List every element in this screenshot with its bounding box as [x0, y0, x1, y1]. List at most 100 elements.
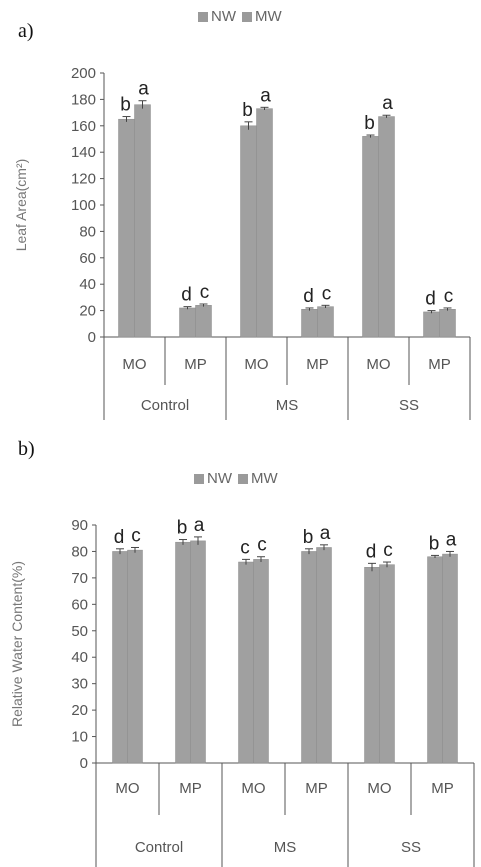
legend-swatch-nw	[194, 473, 204, 484]
bar-mw	[317, 306, 334, 338]
bar-mw	[134, 104, 151, 338]
bar-nw	[427, 556, 443, 764]
significance-letter: c	[322, 283, 332, 304]
y-tick-label: 90	[71, 517, 88, 534]
x-category-label: MO	[367, 780, 391, 797]
significance-letter: b	[177, 518, 188, 539]
x-group-label: SS	[401, 839, 421, 856]
y-tick-label: 30	[71, 676, 88, 693]
significance-letter: d	[114, 527, 125, 548]
x-group-label: Control	[135, 839, 183, 856]
significance-letter: a	[138, 79, 149, 100]
y-axis-label: Relative Water Content(%)	[9, 561, 25, 727]
significance-letter: a	[194, 515, 205, 536]
bar-mw	[378, 116, 395, 338]
bar-nw	[240, 125, 257, 338]
panel-label-a: a)	[18, 20, 34, 42]
significance-letter: d	[181, 285, 192, 306]
y-tick-label: 80	[79, 223, 96, 240]
significance-letter: c	[240, 537, 250, 558]
significance-letter: a	[446, 529, 457, 550]
significance-letter: c	[131, 525, 141, 546]
significance-letter: d	[366, 541, 377, 562]
significance-letter: b	[242, 100, 253, 121]
significance-letter: a	[382, 93, 393, 114]
y-tick-label: 40	[79, 276, 96, 293]
bar-mw	[442, 553, 458, 764]
legend-label-mw: MW	[255, 8, 282, 25]
x-group-label: MS	[276, 397, 299, 414]
bar-mw	[195, 305, 212, 338]
bar-nw	[238, 561, 254, 764]
bar-mw	[379, 564, 395, 764]
x-category-label: MO	[244, 356, 268, 373]
significance-letter: b	[364, 113, 375, 134]
bar-nw	[301, 309, 318, 338]
x-category-label: MO	[115, 780, 139, 797]
significance-letter: b	[429, 533, 440, 554]
bar-nw	[112, 551, 128, 764]
legend-item-mw: MW	[238, 470, 278, 487]
significance-letter: d	[425, 289, 436, 310]
significance-letter: c	[200, 282, 210, 303]
x-category-label: MP	[428, 356, 451, 373]
bar-mw	[316, 547, 332, 764]
y-tick-label: 0	[88, 329, 96, 346]
panel-label-b: b)	[18, 438, 35, 460]
legend-label-nw: NW	[207, 470, 232, 487]
legend-a: NW MW	[198, 8, 282, 25]
y-tick-label: 20	[71, 702, 88, 719]
significance-letter: c	[444, 286, 454, 307]
y-tick-label: 50	[71, 623, 88, 640]
x-group-label: MS	[274, 839, 297, 856]
bar-mw	[439, 309, 456, 338]
legend-b: NW MW	[194, 470, 278, 487]
significance-letter: b	[120, 95, 131, 116]
y-tick-label: 70	[71, 570, 88, 587]
bar-mw	[127, 549, 143, 764]
y-tick-label: 80	[71, 543, 88, 560]
significance-letter: c	[383, 540, 393, 561]
legend-label-nw: NW	[211, 8, 236, 25]
x-category-label: MO	[241, 780, 265, 797]
x-category-label: MP	[179, 780, 202, 797]
x-category-label: MP	[184, 356, 207, 373]
legend-swatch-nw	[198, 11, 208, 22]
significance-letter: b	[303, 527, 314, 548]
y-tick-label: 0	[80, 755, 88, 772]
y-tick-label: 100	[71, 197, 96, 214]
legend-item-nw: NW	[194, 470, 232, 487]
x-category-label: MO	[366, 356, 390, 373]
bar-mw	[190, 540, 206, 764]
bar-nw	[175, 541, 191, 764]
y-tick-label: 60	[79, 250, 96, 267]
chart-panel-b: b) NW MW 0 10 20 30 40 50 60 70 80 90 Relative Wat…	[0, 430, 481, 867]
bar-nw	[179, 307, 196, 338]
y-tick-label: 120	[71, 171, 96, 188]
bar-mw	[256, 108, 273, 338]
significance-letter: c	[257, 535, 267, 556]
x-category-label: MP	[431, 780, 454, 797]
legend-item-mw: MW	[242, 8, 282, 25]
y-tick-label: 180	[71, 91, 96, 108]
y-axis-label: Leaf Area(cm²)	[13, 159, 29, 252]
significance-letter: a	[320, 523, 331, 544]
x-group-label: Control	[141, 397, 189, 414]
y-tick-label: 20	[79, 303, 96, 320]
chart-panel-a: a) NW MW 0 20 40 60 80 100 120 140 160 180 200 Leaf…	[0, 0, 481, 430]
bar-nw	[423, 311, 440, 338]
significance-letter: a	[260, 85, 271, 106]
x-category-label: MO	[122, 356, 146, 373]
significance-letter: d	[303, 286, 314, 307]
bar-nw	[364, 567, 380, 764]
legend-swatch-mw	[238, 473, 248, 484]
y-tick-label: 140	[71, 144, 96, 161]
y-tick-label: 10	[71, 729, 88, 746]
bar-nw	[362, 136, 379, 338]
legend-label-mw: MW	[251, 470, 278, 487]
bar-nw	[118, 118, 135, 338]
y-tick-label: 60	[71, 596, 88, 613]
legend-swatch-mw	[242, 11, 252, 22]
x-group-label: SS	[399, 397, 419, 414]
legend-item-nw: NW	[198, 8, 236, 25]
